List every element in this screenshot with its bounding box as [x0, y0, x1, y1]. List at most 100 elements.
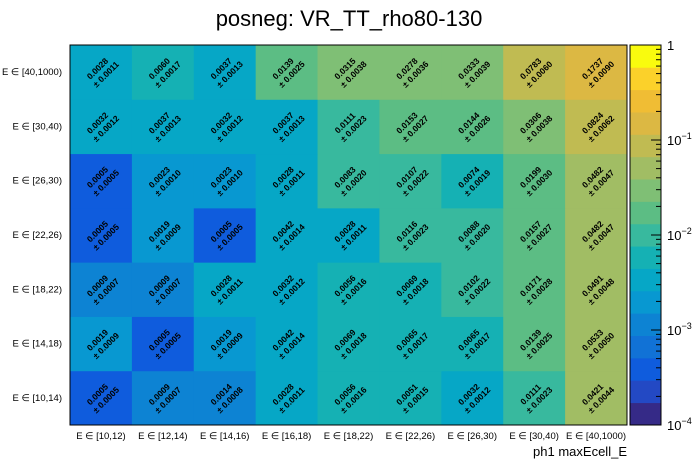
colorbar-swatch: [630, 268, 661, 292]
heatmap-cell-r4-c8: [565, 153, 628, 209]
heatmap-cell-r1-c5: [379, 316, 442, 372]
heatmap-cell-r5-c3: [255, 99, 319, 155]
heatmap-cell-r0-c2: [193, 370, 257, 426]
colorbar-swatch: [630, 313, 661, 336]
heatmap-cell-r1-c4: [317, 316, 380, 372]
colorbar-swatch: [630, 201, 661, 225]
colorbar-swatch: [630, 223, 661, 247]
heatmap-cell-r2-c1: [131, 262, 195, 317]
heatmap-cell-r0-c5: [379, 370, 442, 426]
heatmap-cell-r5-c0: [70, 99, 133, 155]
heatmap-cell-r2-c3: [255, 262, 319, 317]
heatmap-cell-r2-c0: [70, 262, 133, 317]
x-tick-label: E ∈ [26,30): [448, 431, 497, 442]
colorbar-swatch: [630, 335, 661, 359]
colorbar-swatch: [630, 246, 661, 269]
heatmap-cell-r2-c7: [503, 262, 566, 317]
heatmap-cell-r5-c1: [131, 99, 195, 155]
heatmap-cells: 0.0005± 0.0005 0.0009± 0.0007 0.0014± 0.00…: [70, 45, 628, 426]
heatmap-cell-r3-c6: [441, 207, 504, 263]
heatmap-cell-r5-c5: [379, 99, 442, 155]
heatmap-cell-r6-c4: [317, 45, 380, 100]
heatmap-cell-r5-c2: [193, 99, 257, 155]
colorbar-tick-label: 10−2: [667, 226, 692, 243]
heatmap-cell-r4-c3: [255, 153, 319, 209]
heatmap-cell-r0-c7: [503, 370, 566, 426]
x-tick-label: E ∈ [22,26): [386, 431, 435, 442]
heatmap-cell-r6-c0: [70, 45, 133, 100]
heatmap-cell-r3-c1: [131, 207, 195, 263]
heatmap-cell-r2-c6: [441, 262, 504, 317]
x-tick-label: E ∈ [40,1000): [566, 431, 626, 442]
heatmap-cell-r1-c2: [193, 316, 257, 372]
heatmap-cell-r6-c6: [441, 45, 504, 100]
x-tick-labels: E ∈ [10,12) E ∈ [12,14) E ∈ [14,16) E ∈ [16…: [76, 431, 626, 442]
heatmap-cell-r2-c4: [317, 262, 380, 317]
heatmap-cell-r4-c5: [379, 153, 442, 209]
colorbar-swatch: [630, 67, 661, 91]
heatmap-cell-r4-c7: [503, 153, 566, 209]
heatmap-cell-r0-c3: [255, 370, 319, 426]
chart-title: posneg: VR_TT_rho80-130: [216, 6, 483, 31]
plot-frame: [69, 44, 628, 426]
heatmap-cell-r2-c8: [565, 262, 628, 317]
heatmap-cell-r6-c8: [565, 45, 628, 100]
y-tick-label: E ∈ [30,40): [13, 121, 62, 132]
heatmap-cell-r4-c6: [441, 153, 504, 209]
y-tick-label: E ∈ [26,30): [13, 176, 62, 187]
x-axis-label: ph1 maxEcell_E: [533, 444, 627, 459]
x-tick-label: E ∈ [30,40): [509, 431, 558, 442]
heatmap-cell-r1-c7: [503, 316, 566, 372]
heatmap-cell-r1-c0: [70, 316, 133, 372]
heatmap-cell-r2-c2: [193, 262, 257, 317]
x-tick-label: E ∈ [18,22): [324, 431, 373, 442]
heatmap-cell-r3-c3: [255, 207, 319, 263]
heatmap-cell-r3-c2: [193, 207, 257, 263]
colorbar-swatch: [630, 112, 661, 135]
heatmap-cell-r4-c2: [193, 153, 257, 209]
heatmap-cell-r4-c0: [70, 153, 133, 209]
x-tick-label: E ∈ [12,14): [138, 431, 187, 442]
x-tick-label: E ∈ [10,12): [76, 431, 125, 442]
x-tick-label: E ∈ [16,18): [262, 431, 311, 442]
heatmap-cell-r1-c1: [131, 316, 195, 372]
colorbar-tick-label: 1: [667, 38, 674, 53]
colorbar-swatch: [630, 134, 661, 158]
heatmap-cell-r5-c8: [565, 99, 628, 155]
y-tick-label: E ∈ [14,18): [13, 339, 62, 350]
y-tick-label: E ∈ [40,1000): [2, 67, 62, 78]
colorbar-swatch: [630, 380, 661, 404]
colorbar-tick-label: 10−3: [667, 321, 692, 338]
heatmap-cell-r4-c4: [317, 153, 380, 209]
heatmap-cell-r6-c3: [255, 45, 319, 100]
heatmap-cell-r0-c4: [317, 370, 380, 426]
heatmap-cell-r1-c8: [565, 316, 628, 372]
heatmap-cell-r6-c2: [193, 45, 257, 100]
heatmap-cell-r3-c5: [379, 207, 442, 263]
heatmap-cell-r5-c6: [441, 99, 504, 155]
heatmap-cell-r6-c5: [379, 45, 442, 100]
heatmap-cell-r4-c1: [131, 153, 195, 209]
colorbar-tick-label: 10−1: [667, 131, 692, 148]
heatmap-cell-r5-c4: [317, 99, 380, 155]
heatmap-cell-r0-c8: [565, 370, 628, 426]
heatmap-cell-r6-c1: [131, 45, 195, 100]
colorbar-swatch: [630, 89, 661, 113]
heatmap-cell-r3-c8: [565, 207, 628, 263]
heatmap-cell-r3-c0: [70, 207, 133, 263]
colorbar-swatch: [630, 156, 661, 180]
colorbar-swatch: [630, 290, 661, 314]
colorbar-swatch: [630, 179, 661, 202]
x-tick-label: E ∈ [14,16): [200, 431, 249, 442]
colorbar-swatch: [630, 402, 661, 426]
heatmap-cell-r3-c4: [317, 207, 380, 263]
y-tick-label: E ∈ [18,22): [13, 284, 62, 295]
heatmap-cell-r0-c0: [70, 370, 133, 426]
colorbar: 1 10−1 10−2 10−3 10−4: [629, 38, 692, 433]
heatmap-cell-r6-c7: [503, 45, 566, 100]
y-tick-label: E ∈ [22,26): [13, 230, 62, 241]
colorbar-swatch: [630, 45, 661, 68]
heatmap-cell-r0-c1: [131, 370, 195, 426]
colorbar-swatch: [630, 357, 661, 381]
